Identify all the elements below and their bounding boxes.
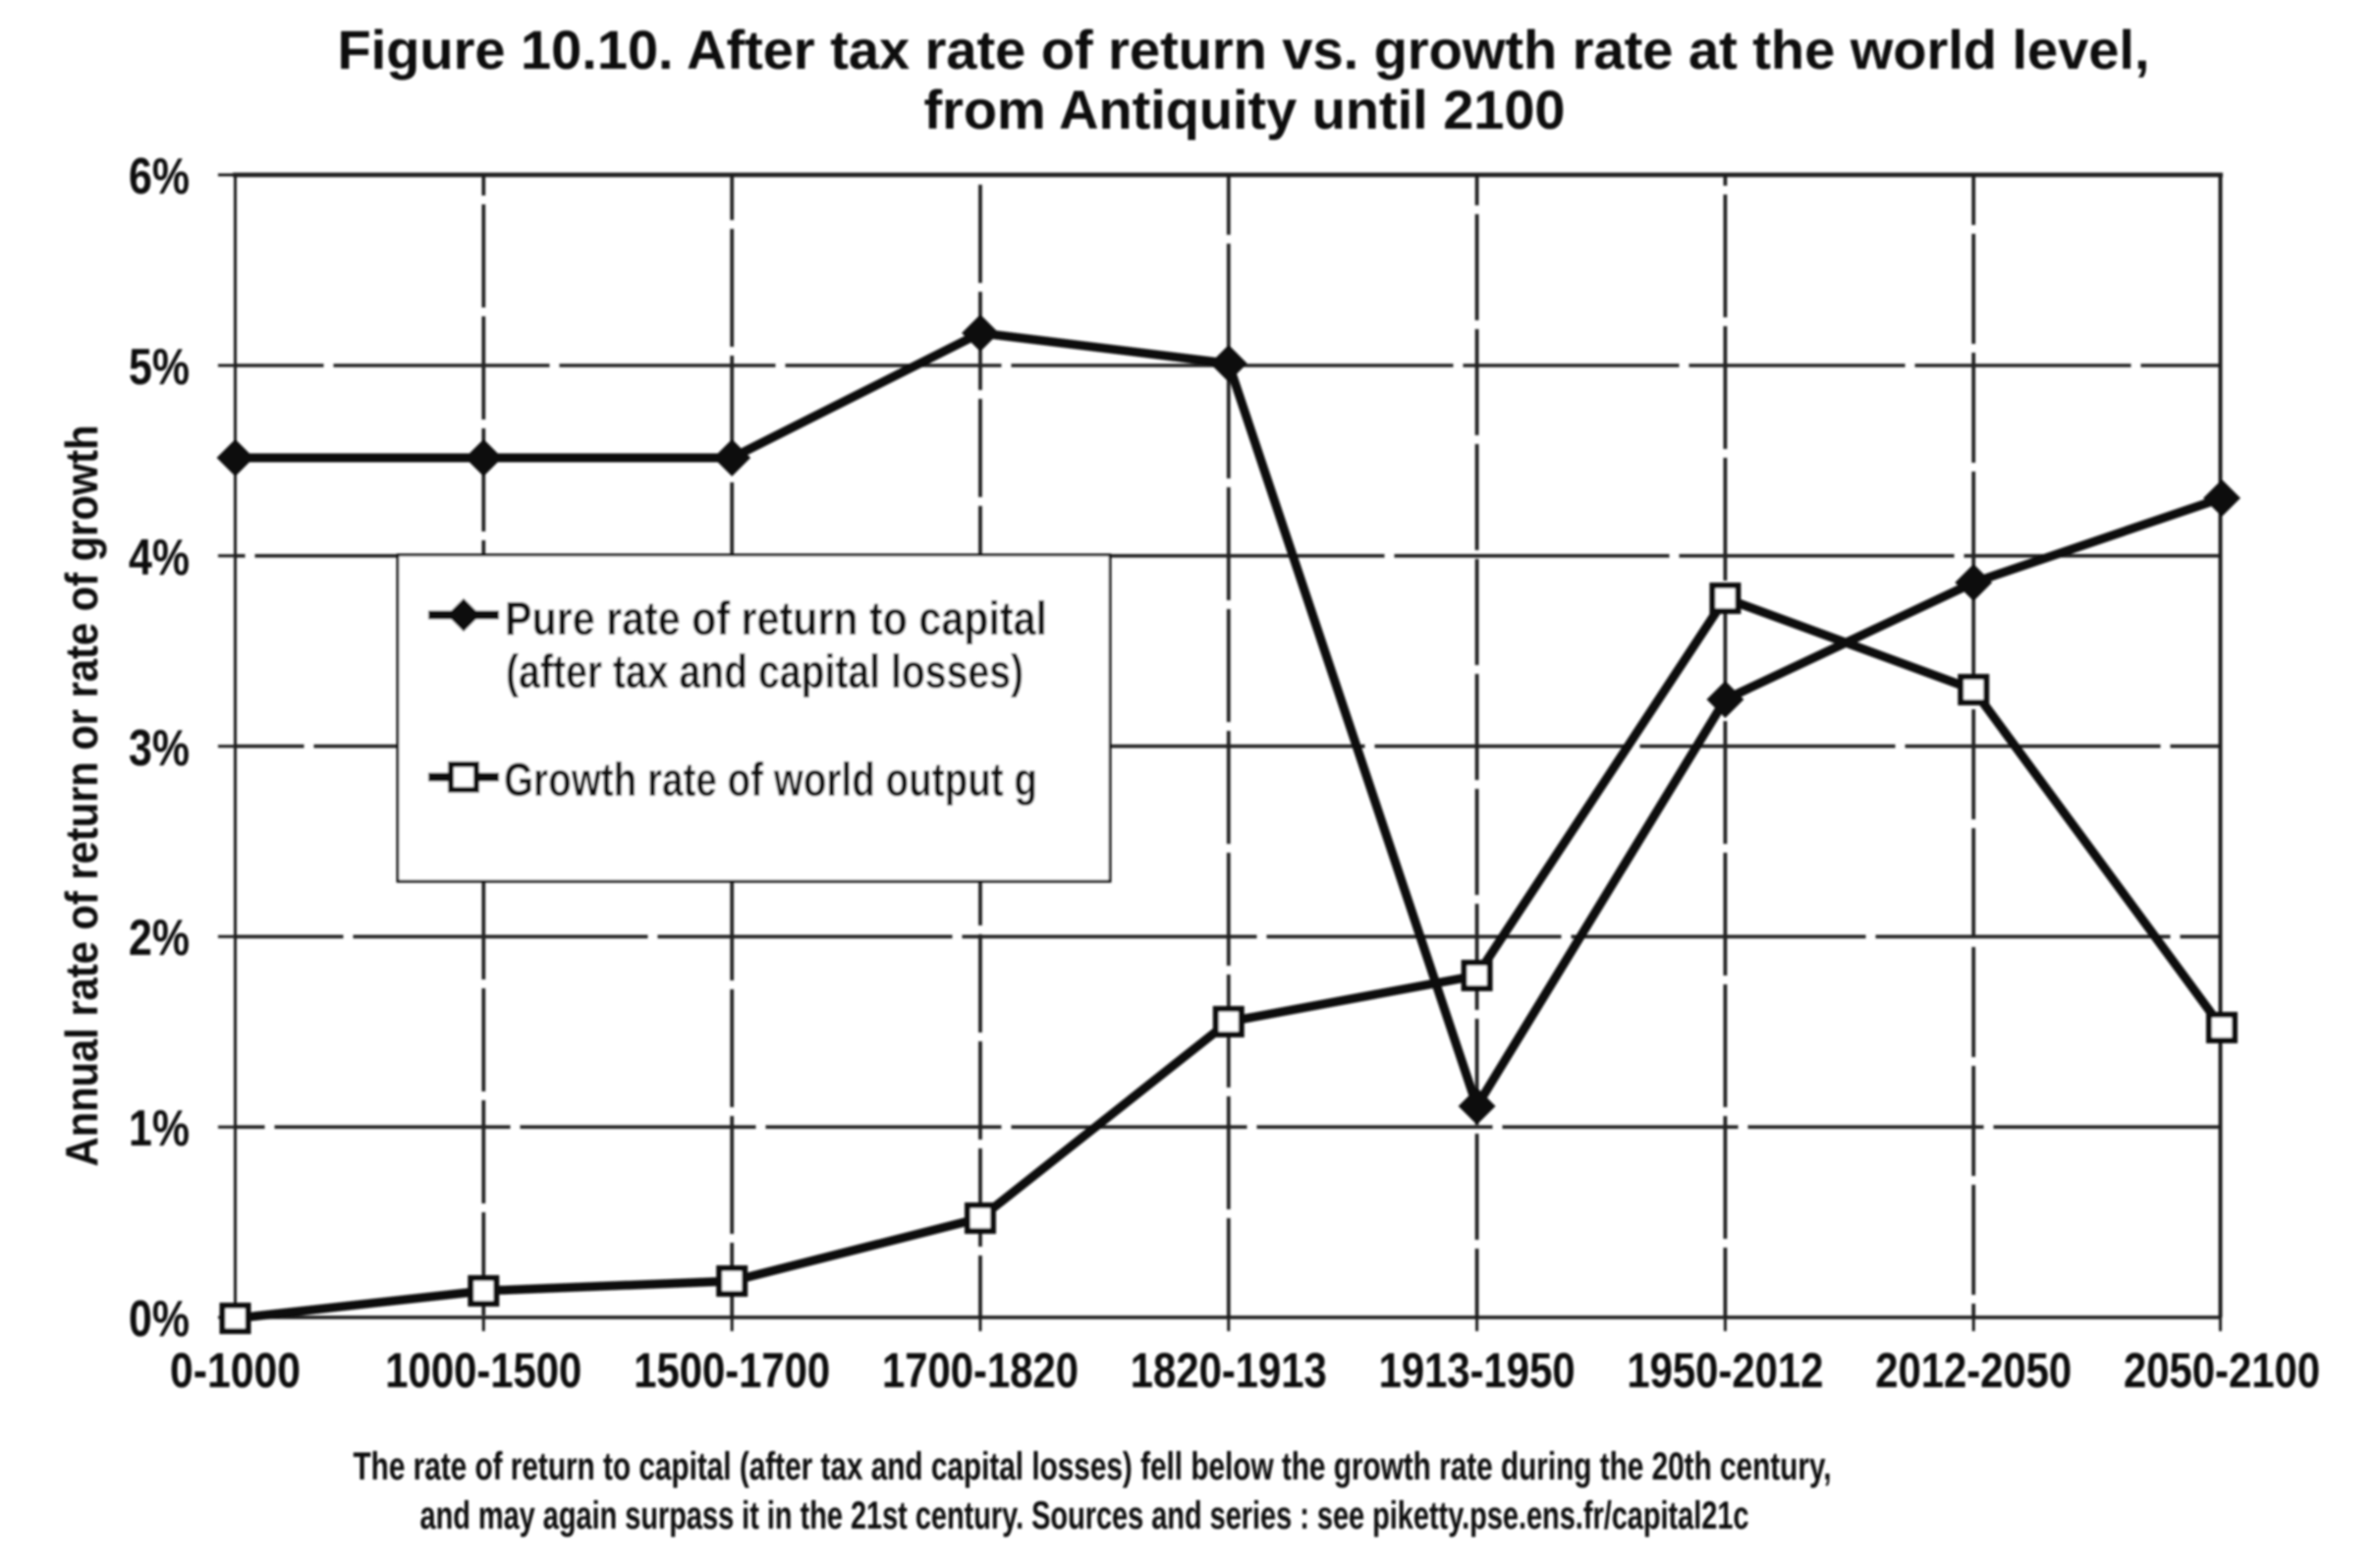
svg-text:1913-1950: 1913-1950 xyxy=(1379,1343,1576,1398)
svg-text:2050-2100: 2050-2100 xyxy=(2124,1343,2320,1398)
svg-text:1000-1500: 1000-1500 xyxy=(385,1343,581,1398)
svg-text:1500-1700: 1500-1700 xyxy=(634,1343,830,1398)
svg-text:1820-1913: 1820-1913 xyxy=(1131,1343,1327,1398)
svg-text:and may again surpass it in th: and may again surpass it in the 21st cen… xyxy=(420,1494,1749,1537)
svg-text:The rate of return to capital: The rate of return to capital (after tax… xyxy=(354,1445,1832,1488)
svg-text:5%: 5% xyxy=(129,339,190,396)
svg-text:2%: 2% xyxy=(129,910,190,967)
svg-text:(after tax and capital losses): (after tax and capital losses) xyxy=(506,646,1024,698)
svg-text:1%: 1% xyxy=(129,1100,190,1157)
svg-text:0-1000: 0-1000 xyxy=(170,1343,301,1398)
svg-text:Pure rate of return to capital: Pure rate of return to capital xyxy=(505,593,1047,645)
svg-text:4%: 4% xyxy=(129,530,190,586)
svg-text:Annual rate of return or rate: Annual rate of return or rate of growth xyxy=(56,425,107,1167)
svg-text:2012-2050: 2012-2050 xyxy=(1875,1343,2072,1398)
svg-text:6%: 6% xyxy=(129,148,190,205)
svg-text:1950-2012: 1950-2012 xyxy=(1627,1343,1823,1398)
svg-text:from Antiquity until 2100: from Antiquity until 2100 xyxy=(924,79,1566,140)
svg-text:0%: 0% xyxy=(129,1291,190,1348)
svg-text:1700-1820: 1700-1820 xyxy=(882,1343,1079,1398)
svg-text:3%: 3% xyxy=(129,720,190,777)
svg-text:Figure 10.10. After tax rate o: Figure 10.10. After tax rate of return v… xyxy=(338,19,2150,81)
svg-text:Growth rate of world output g: Growth rate of world output g xyxy=(504,754,1037,807)
